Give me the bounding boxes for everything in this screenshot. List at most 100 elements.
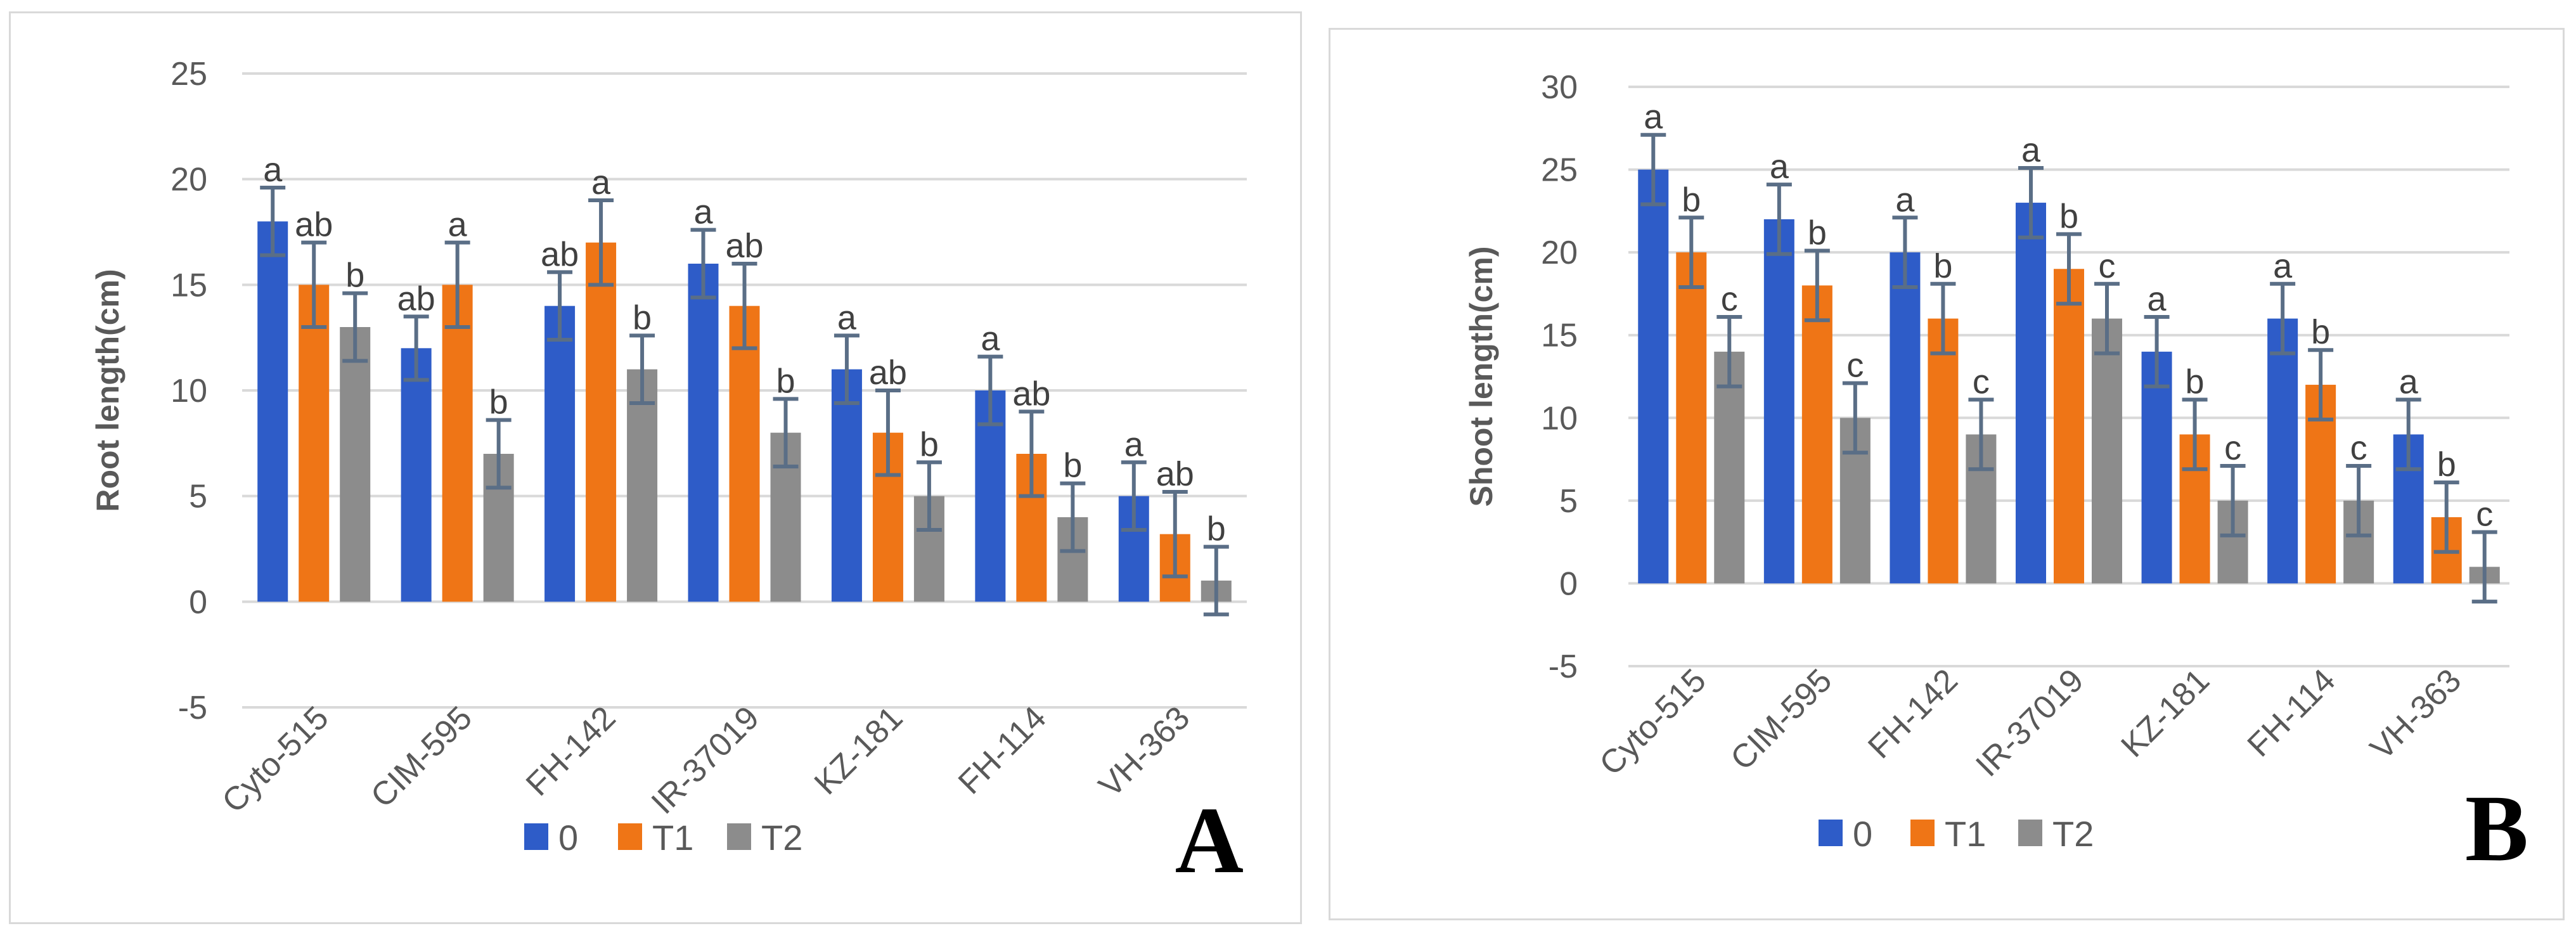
significance-letter: a xyxy=(2399,363,2419,401)
y-tick-label: 0 xyxy=(189,584,207,621)
significance-letter: a xyxy=(2273,247,2293,285)
bar xyxy=(1676,252,1707,584)
y-axis-label: Root length(cm) xyxy=(90,269,126,512)
y-tick-label: 20 xyxy=(1541,235,1578,271)
root-length-chart: -5 0 5 10 15 20 25 Cyto-515 CIM-595 FH-142 IR-370… xyxy=(90,56,1247,893)
significance-letter: b xyxy=(1682,181,1701,219)
significance-letter: ab xyxy=(869,354,907,392)
legend-label: 0 xyxy=(558,818,578,858)
bar xyxy=(1763,219,1794,584)
significance-letter: c xyxy=(2224,429,2241,467)
significance-letter: ab xyxy=(397,280,435,318)
significance-letter: a xyxy=(2148,280,2167,318)
significance-letter: b xyxy=(345,257,364,295)
y-tick-label: 15 xyxy=(1541,318,1578,354)
legend-swatch xyxy=(1819,820,1843,846)
bars xyxy=(257,221,1232,602)
x-tick-label: IR-37019 xyxy=(1969,662,2090,783)
x-tick-labels: Cyto-515 CIM-595 FH-142 IR-37019 KZ-181 FH-11… xyxy=(1593,662,2469,783)
significance-letter: b xyxy=(2059,197,2078,235)
x-tick-label: KZ-181 xyxy=(2114,662,2217,764)
significance-letter: b xyxy=(2437,446,2456,484)
y-tick-label: 20 xyxy=(171,162,207,198)
significance-letter: b xyxy=(1933,247,1952,285)
x-tick-label: CIM-595 xyxy=(1723,662,1839,777)
x-tick-label: VH-363 xyxy=(2364,662,2469,767)
x-tick-label: CIM-595 xyxy=(364,699,479,814)
x-tick-label: Cyto-515 xyxy=(1593,662,1713,782)
panel-label: B xyxy=(2465,776,2528,881)
significance-letter: b xyxy=(1808,214,1827,252)
significance-letter: b xyxy=(1207,510,1226,548)
significance-letter: a xyxy=(448,206,468,244)
chart-panel-b: -5 0 5 10 15 20 25 30 Cyto-515 CIM-595 FH-142 IR-3… xyxy=(1329,28,2565,920)
y-tick-label: 5 xyxy=(1559,483,1578,520)
y-tick-label: 25 xyxy=(1541,152,1578,189)
legend-label: T1 xyxy=(1945,814,1986,854)
panel-label: A xyxy=(1175,788,1244,893)
significance-letter: a xyxy=(693,193,713,231)
x-tick-label: FH-142 xyxy=(519,699,623,803)
significance-letter: ab xyxy=(1012,375,1050,413)
significance-letter: ab xyxy=(295,206,333,244)
significance-letter: a xyxy=(1770,148,1789,186)
y-tick-label: 10 xyxy=(171,373,207,409)
error-bars xyxy=(260,186,1229,617)
bar xyxy=(627,369,658,602)
legend-label: T1 xyxy=(652,818,693,858)
significance-letter: b xyxy=(489,383,508,421)
bar xyxy=(299,285,330,602)
bar xyxy=(1890,252,1921,584)
y-tick-label: -5 xyxy=(178,690,207,726)
bar xyxy=(2141,351,2172,584)
significance-letter: b xyxy=(633,299,652,337)
x-tick-label: Cyto-515 xyxy=(215,699,335,820)
legend-swatch xyxy=(618,823,642,850)
x-tick-label: FH-114 xyxy=(2241,662,2343,764)
legend-swatch xyxy=(2018,820,2042,846)
y-tick-label: 25 xyxy=(171,56,207,93)
chart-panel-a: -5 0 5 10 15 20 25 Cyto-515 CIM-595 FH-142 IR-370… xyxy=(9,11,1302,924)
legend-swatch xyxy=(1910,820,1935,846)
significance-letter: c xyxy=(2350,429,2367,467)
significance-letter: a xyxy=(263,151,283,189)
bar xyxy=(586,242,617,602)
y-axis-label: Shoot length(cm) xyxy=(1464,246,1499,506)
x-tick-label: FH-142 xyxy=(1861,662,1965,766)
significance-letter: a xyxy=(1895,181,1915,219)
bar xyxy=(729,306,760,602)
x-tick-label: IR-37019 xyxy=(645,699,766,821)
y-tick-label: -5 xyxy=(1549,648,1578,685)
y-tick-label: 0 xyxy=(1559,565,1578,602)
x-tick-labels: Cyto-515 CIM-595 FH-142 IR-37019 KZ-181 FH-11… xyxy=(215,699,1197,821)
y-tick-label: 30 xyxy=(1541,69,1578,106)
significance-letter: a xyxy=(981,320,1000,358)
significance-letter: b xyxy=(920,425,939,463)
x-tick-label: FH-114 xyxy=(951,699,1053,801)
bar xyxy=(442,285,473,602)
significance-letter: a xyxy=(2021,131,2041,169)
significance-letter: c xyxy=(1721,280,1738,318)
significance-letter: b xyxy=(2311,313,2330,351)
y-tick-label: 5 xyxy=(189,479,207,515)
x-tick-label: KZ-181 xyxy=(808,699,910,802)
y-tick-labels: -5 0 5 10 15 20 25 xyxy=(171,56,207,726)
y-tick-label: 10 xyxy=(1541,400,1578,437)
y-tick-labels: -5 0 5 10 15 20 25 30 xyxy=(1541,69,1578,685)
significance-letter: c xyxy=(2476,495,2493,533)
significance-letter: b xyxy=(1063,447,1082,485)
bar xyxy=(831,369,862,602)
significance-letter: a xyxy=(1644,98,1663,136)
legend-label: T2 xyxy=(761,818,802,858)
significance-letter: c xyxy=(2099,247,2116,285)
significance-letter: ab xyxy=(1156,455,1194,493)
legend-label: 0 xyxy=(1853,814,1872,854)
significance-letter: c xyxy=(1846,346,1864,384)
bar xyxy=(1928,318,1959,584)
legend-swatch xyxy=(727,823,751,850)
significance-letter: a xyxy=(1124,425,1144,463)
significance-letter: c xyxy=(1973,363,1990,401)
significance-letter: b xyxy=(2186,363,2205,401)
bar xyxy=(688,264,719,602)
